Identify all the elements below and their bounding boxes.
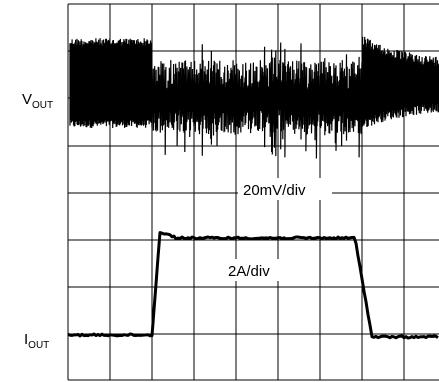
label-background [224,259,280,281]
voltage-trace [69,36,439,159]
current-scale: 2A/div [228,263,270,280]
iout-label: IOUT [24,331,49,351]
current-trace [67,231,439,340]
label-background [238,178,332,200]
voltage-scale: 20mV/div [243,182,306,199]
vout-label: VOUT [22,91,53,111]
